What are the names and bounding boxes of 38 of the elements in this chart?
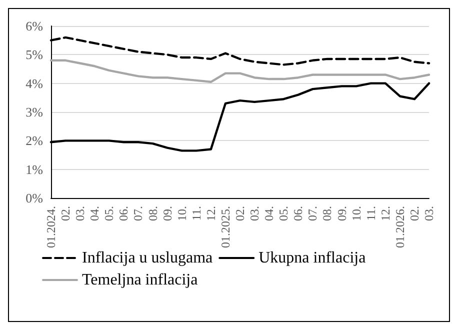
legend-label: Temeljna inflacija [82,272,198,288]
x-tick-label: 10. [349,206,364,221]
x-tick-label: 11. [364,206,378,221]
x-tick-label: 02. [58,206,73,221]
x-tick-label: 04. [262,206,276,221]
x-tick-label: 05. [102,206,116,221]
x-tick-label: 03. [422,206,436,221]
x-tick-label: 09. [334,206,349,221]
y-tick-label: 5% [26,47,44,62]
x-tick-label: 06. [116,206,131,221]
x-tick-label: 06. [291,206,306,221]
y-tick-label: 0% [26,190,44,206]
x-tick-label: 05. [276,206,291,221]
legend-label: Inflacija u uslugama [82,250,213,266]
x-tick-label: 09. [160,206,174,221]
x-tick-label: 08. [146,206,160,221]
y-tick-label: 6% [26,18,44,34]
x-tick-label: 04. [88,206,102,221]
x-tick-label: 12. [378,206,392,221]
line-series [50,59,430,83]
x-tick-label: 01.2024. [44,206,58,248]
y-tick-label: 1% [26,162,44,177]
x-tick-label: 02. [407,206,422,221]
x-tick-label: 08. [320,206,334,221]
y-tick-label: 4% [26,76,44,91]
x-tick-label: 07. [306,206,320,221]
x-tick-label: 07. [131,206,146,221]
x-tick-label: 11. [189,206,204,221]
y-tick-label: 2% [26,133,44,148]
x-tick-label: 01.2026. [392,206,407,248]
x-tick-label: 01.2025. [218,206,232,248]
legend-label: Ukupna inflacija [258,250,366,266]
x-tick-label: 03. [248,206,262,221]
y-tick-label: 3% [26,104,44,120]
x-tick-label: 12. [204,206,218,221]
x-tick-label: 02. [233,206,247,221]
x-tick-label: 10. [174,206,189,221]
x-tick-label: 03. [73,206,88,221]
